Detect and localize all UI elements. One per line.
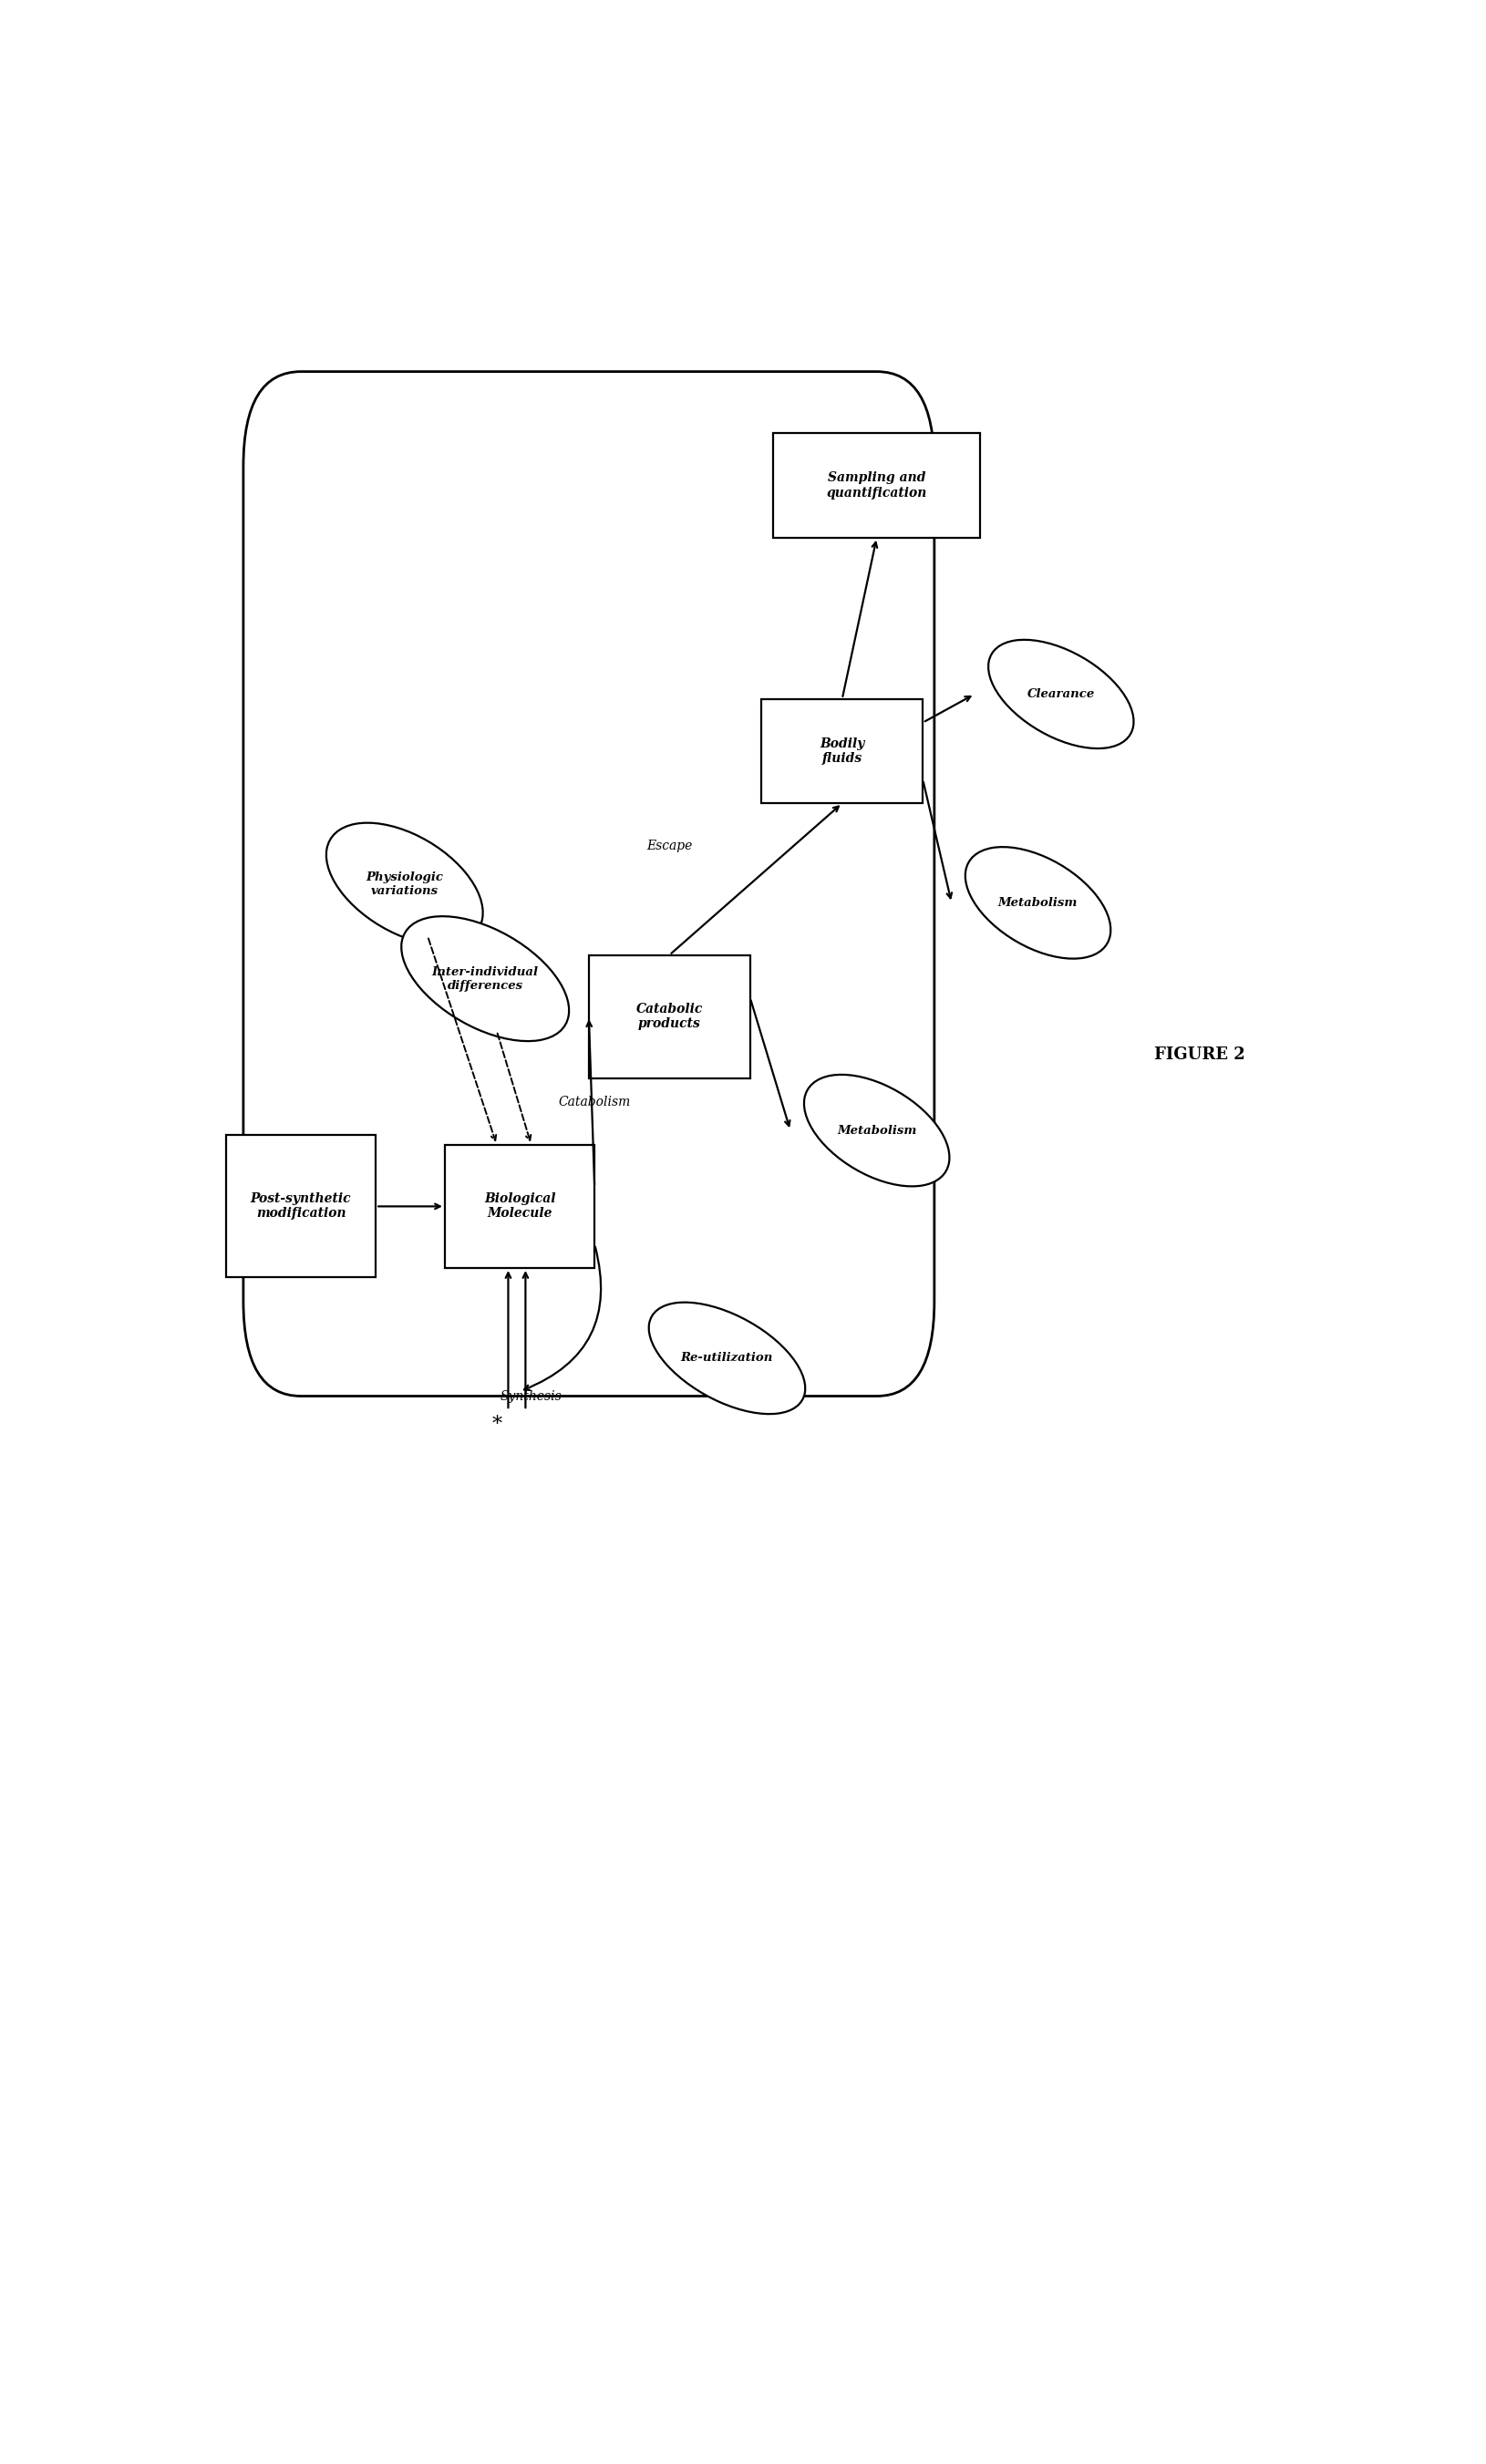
- Text: Post-synthetic
modification: Post-synthetic modification: [251, 1193, 351, 1220]
- FancyBboxPatch shape: [244, 372, 935, 1397]
- Text: Escape: Escape: [646, 840, 692, 853]
- Text: Bodily
fluids: Bodily fluids: [820, 737, 865, 764]
- Ellipse shape: [649, 1303, 805, 1414]
- FancyBboxPatch shape: [444, 1146, 594, 1269]
- Text: FIGURE 2: FIGURE 2: [1153, 1047, 1245, 1062]
- Text: Physiologic
variations: Physiologic variations: [366, 872, 443, 897]
- Text: Inter-individual
differences: Inter-individual differences: [432, 966, 538, 991]
- Ellipse shape: [988, 641, 1134, 749]
- Ellipse shape: [966, 848, 1110, 958]
- Text: Synthesis: Synthesis: [501, 1390, 562, 1402]
- Text: Sampling and
quantification: Sampling and quantification: [826, 471, 927, 500]
- Text: Clearance: Clearance: [1027, 687, 1095, 700]
- Ellipse shape: [401, 917, 569, 1042]
- FancyBboxPatch shape: [588, 956, 750, 1079]
- Text: Re-utilization: Re-utilization: [681, 1353, 773, 1365]
- Text: Metabolism: Metabolism: [837, 1124, 917, 1136]
- Text: Catabolism: Catabolism: [559, 1096, 630, 1109]
- Text: Biological
Molecule: Biological Molecule: [484, 1193, 556, 1220]
- FancyBboxPatch shape: [226, 1136, 376, 1276]
- Ellipse shape: [327, 823, 483, 944]
- Ellipse shape: [804, 1074, 950, 1185]
- Text: Metabolism: Metabolism: [999, 897, 1077, 909]
- FancyBboxPatch shape: [761, 700, 923, 803]
- FancyBboxPatch shape: [773, 434, 981, 537]
- Text: Catabolic
products: Catabolic products: [636, 1003, 703, 1030]
- Text: *: *: [492, 1414, 502, 1434]
